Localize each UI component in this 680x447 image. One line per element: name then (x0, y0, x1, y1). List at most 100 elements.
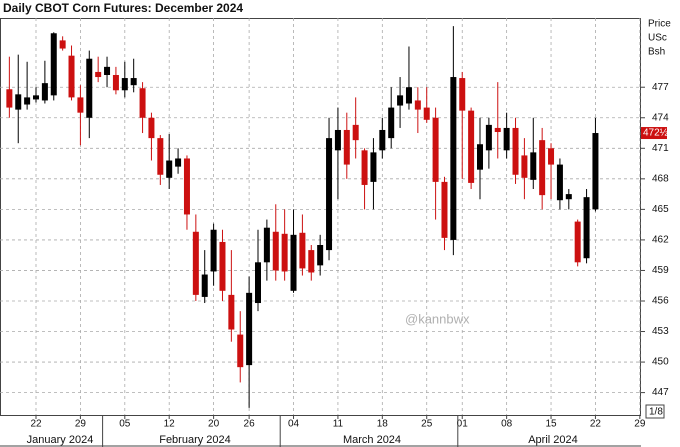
y-tick-label: 468 (652, 173, 669, 184)
x-tick-label: 18 (377, 419, 389, 430)
candle-body (148, 117, 155, 139)
candle-body (370, 152, 377, 182)
candle-body (308, 250, 315, 273)
candle-body (33, 95, 39, 100)
candle-body (50, 33, 57, 96)
candle-body (592, 133, 599, 210)
x-tick-label: 15 (545, 419, 557, 430)
x-tick-label: 01 (457, 419, 469, 430)
candle-body (183, 158, 190, 215)
candle-body (343, 129, 350, 165)
last-price-badge (641, 127, 667, 140)
candle-body (139, 88, 146, 118)
candle-body (24, 97, 31, 105)
candle-body (166, 160, 173, 178)
y-tick-label: 462 (652, 235, 669, 246)
candle-body (326, 138, 333, 251)
month-label: February 2024 (159, 434, 231, 446)
candle-body (95, 71, 102, 78)
y-tick-label: 450 (652, 357, 669, 368)
candle-body (157, 138, 164, 175)
candle-body (379, 129, 386, 151)
candle-body (112, 75, 119, 91)
candle-body (59, 40, 66, 49)
candle-body (548, 148, 555, 165)
candle-body (334, 129, 341, 151)
candle-body (299, 232, 306, 269)
candle-body (414, 100, 421, 110)
x-tick-label: 08 (501, 419, 513, 430)
candle-body (459, 78, 466, 111)
candle-body (397, 95, 404, 106)
x-tick-label: 20 (208, 419, 220, 430)
candle-body (530, 152, 537, 180)
candle-body (441, 181, 448, 238)
candle-body (539, 140, 546, 196)
candle-body (485, 124, 492, 151)
y-tick-label: 459 (652, 265, 669, 276)
candle-body (210, 229, 217, 272)
x-tick-label: 05 (119, 419, 131, 430)
candle-body (6, 89, 13, 108)
axis-label: Bsh (648, 47, 665, 58)
y-tick-label: 453 (652, 326, 669, 337)
scale-note-box (645, 404, 665, 419)
scale-note: 1/8 (649, 407, 663, 418)
candle-body (41, 83, 48, 101)
candle-body (583, 197, 590, 259)
candle-body (388, 107, 395, 139)
candle-body (192, 231, 199, 295)
candle-body (405, 87, 412, 104)
candle-body (290, 234, 297, 291)
y-tick-label: 474 (652, 112, 669, 123)
y-tick-label: 471 (652, 143, 669, 154)
candle-body (521, 155, 528, 178)
month-label: March 2024 (343, 434, 401, 446)
watermark: @kannbwx (405, 311, 470, 326)
plot-frame (0, 18, 641, 416)
x-tick-label: 26 (244, 419, 256, 430)
candle-body (477, 144, 483, 170)
candle-body (201, 274, 208, 297)
candle-body (104, 66, 111, 76)
candle-body (237, 334, 244, 368)
candle-body (272, 231, 279, 271)
candle-body (494, 127, 501, 133)
candle-body (68, 55, 75, 98)
axis-label: USc (648, 33, 667, 44)
x-tick-label: 25 (421, 419, 433, 430)
month-label: April 2024 (528, 434, 578, 446)
axis-label: Price (648, 19, 671, 30)
y-tick-label: 477 (652, 82, 669, 93)
candle-body (512, 127, 519, 175)
candle-body (121, 78, 128, 91)
y-tick-label: 447 (652, 387, 669, 398)
candle-body (219, 241, 226, 291)
x-tick-label: 29 (75, 419, 87, 430)
candle-body (450, 77, 457, 240)
candle-body (468, 110, 475, 183)
candle-body (423, 107, 430, 120)
x-tick-label: 12 (164, 419, 176, 430)
candle-body (432, 117, 439, 182)
last-price-label: 472½ (643, 128, 669, 139)
x-tick-label: 11 (333, 419, 344, 430)
candle-body (361, 150, 368, 185)
chart-title: Daily CBOT Corn Futures: December 2024 (3, 1, 243, 15)
candle-body (77, 97, 84, 113)
x-tick-label: 22 (590, 419, 602, 430)
candle-body (246, 292, 253, 366)
y-tick-label: 456 (652, 296, 669, 307)
candle-body (503, 127, 510, 151)
candle-body (556, 164, 563, 201)
candle-body (281, 233, 288, 272)
candle-body (228, 294, 235, 330)
candle-body (130, 78, 137, 86)
candle-body (86, 58, 93, 118)
x-tick-label: 04 (288, 419, 300, 430)
month-label: January 2024 (27, 434, 94, 446)
y-tick-label: 465 (652, 204, 669, 215)
x-tick-label: 29 (634, 419, 646, 430)
candle-body (255, 262, 261, 304)
